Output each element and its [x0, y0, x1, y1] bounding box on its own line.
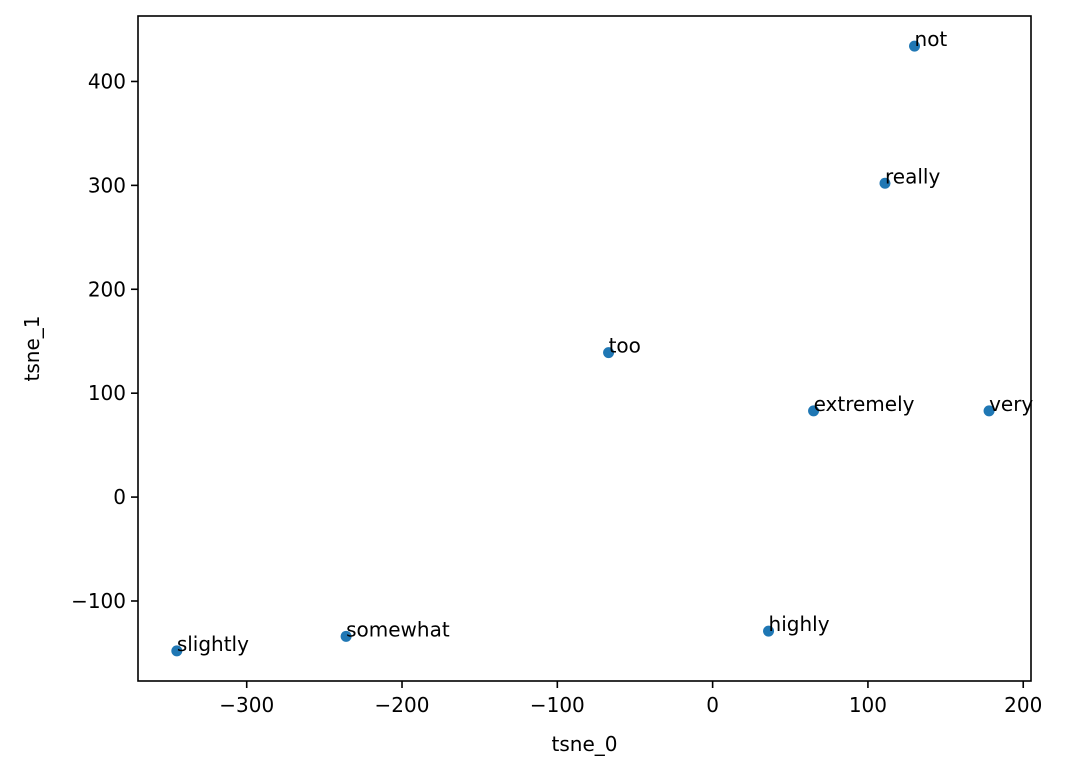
data-point	[603, 347, 615, 359]
data-point	[763, 625, 775, 637]
x-tick-label: −200	[375, 693, 430, 717]
x-tick-label: −100	[530, 693, 585, 717]
point-label: highly	[769, 612, 830, 636]
y-tick-label: 0	[113, 485, 126, 509]
point-label: somewhat	[346, 617, 450, 641]
y-tick-label: 300	[88, 173, 126, 197]
points-layer: not really too extremely very highly somewhat s…	[171, 27, 1033, 657]
data-point	[879, 177, 891, 189]
point-label: extremely	[814, 392, 915, 416]
x-tick-label: 100	[849, 693, 887, 717]
y-tick-label: −100	[71, 589, 126, 613]
data-point	[171, 645, 183, 657]
point-label: too	[609, 334, 641, 358]
y-tick-label: 400	[88, 69, 126, 93]
point-label: slightly	[177, 632, 249, 656]
data-point	[340, 630, 352, 642]
data-point	[909, 40, 921, 52]
x-tick-label: 0	[706, 693, 719, 717]
x-axis-label: tsne_0	[552, 732, 618, 756]
axes-layer: −300 −200 −100 0 100 200 −100 0 100 200 300 400	[71, 15, 1042, 717]
x-tick-label: −300	[219, 693, 274, 717]
y-tick-label: 100	[88, 381, 126, 405]
data-point	[983, 405, 995, 417]
x-tick-label: 200	[1004, 693, 1042, 717]
y-tick-label: 200	[88, 277, 126, 301]
data-point	[808, 405, 820, 417]
point-label: not	[915, 27, 948, 51]
point-label: very	[989, 392, 1033, 416]
plot-frame	[137, 15, 1032, 682]
point-label: really	[885, 164, 940, 188]
y-axis-label: tsne_1	[20, 316, 44, 382]
